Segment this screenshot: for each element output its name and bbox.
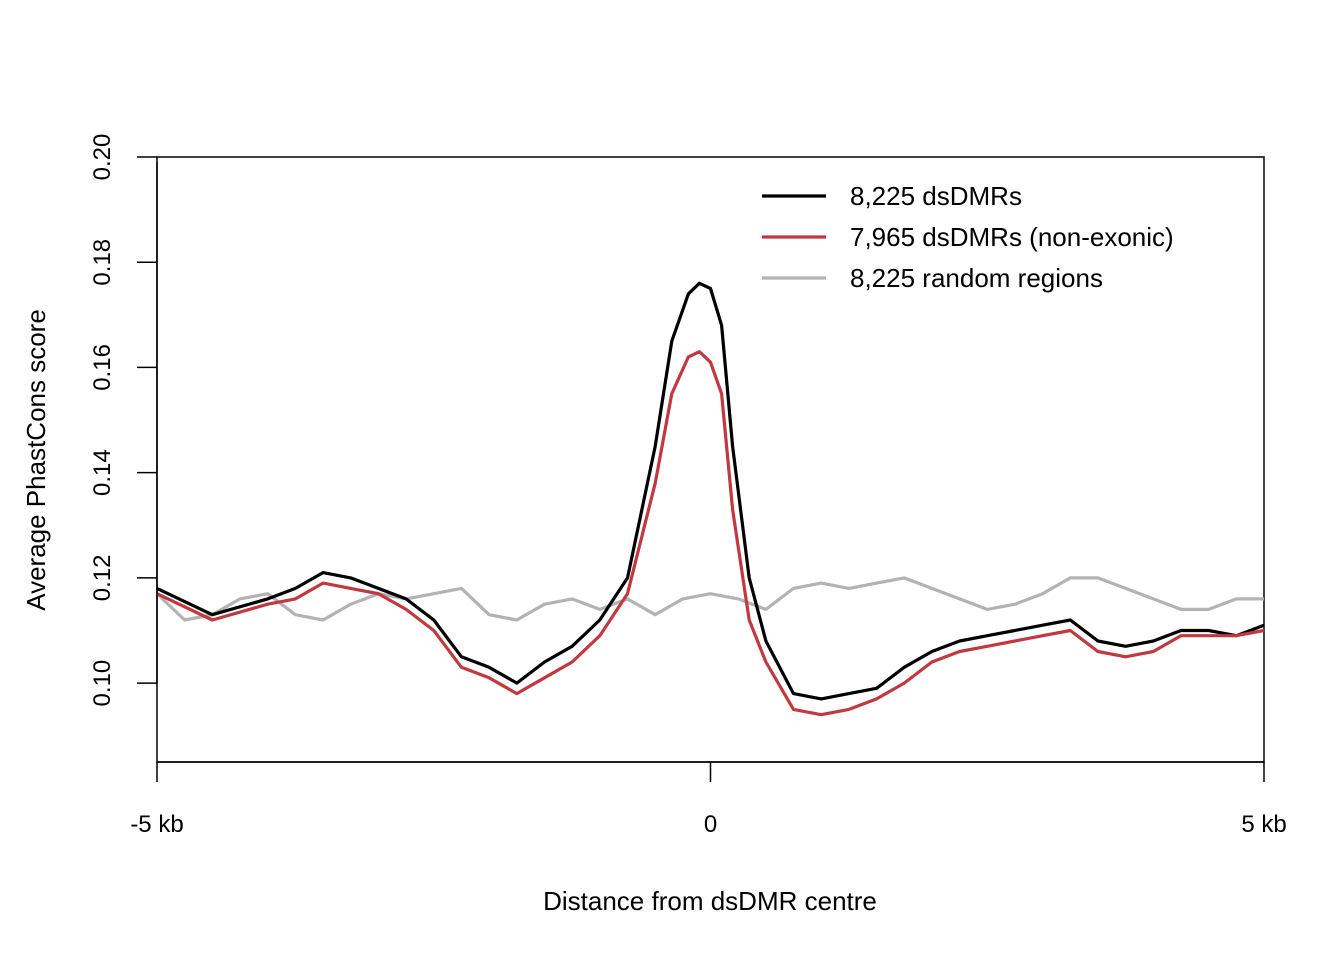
x-tick-label: -5 kb	[130, 811, 183, 838]
series-line-2	[155, 576, 1264, 622]
y-axis: 0.10 0.12 0.14 0.16 0.18 0.20	[89, 134, 158, 707]
x-axis-title: Distance from dsDMR centre	[543, 886, 877, 916]
y-tick-label: 0.20	[89, 134, 116, 181]
series-line-0	[156, 281, 1265, 701]
legend: 8,225 dsDMRs 7,965 dsDMRs (non-exonic) 8,2…	[762, 181, 1174, 293]
y-tick-label: 0.10	[89, 660, 116, 707]
y-axis-title: Average PhastCons score	[21, 309, 51, 611]
x-axis: -5 kb 0 5 kb	[130, 761, 1287, 838]
y-tick-label: 0.14	[89, 449, 116, 496]
series-line-1	[156, 350, 1265, 717]
y-tick-label: 0.12	[89, 555, 116, 602]
x-tick-label: 0	[704, 811, 717, 838]
legend-label-2: 8,225 random regions	[850, 263, 1103, 293]
y-tick-label: 0.18	[89, 239, 116, 286]
x-tick-label: 5 kb	[1241, 811, 1286, 838]
y-tick-label: 0.16	[89, 344, 116, 391]
legend-label-1: 7,965 dsDMRs (non-exonic)	[850, 222, 1174, 252]
legend-label-0: 8,225 dsDMRs	[850, 181, 1022, 211]
series-layer	[155, 281, 1265, 717]
